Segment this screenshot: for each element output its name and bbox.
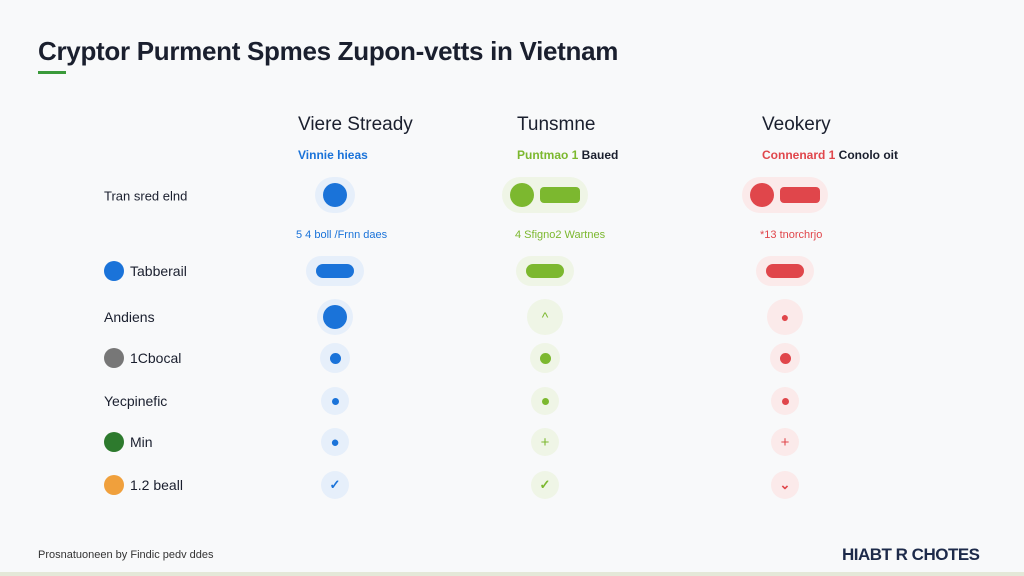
table-cell[interactable]	[770, 343, 800, 373]
user-icon	[323, 305, 347, 329]
feature-badge[interactable]	[502, 177, 588, 213]
chevron-icon: ^	[541, 309, 549, 325]
table-cell[interactable]	[516, 256, 574, 286]
leaf-icon	[104, 432, 124, 452]
column-header: Tunsmne	[517, 114, 596, 135]
dot-icon	[329, 352, 341, 364]
feature-badge[interactable]	[315, 177, 355, 213]
plus-icon: +	[780, 433, 790, 451]
badge-tag	[540, 187, 580, 203]
table-cell[interactable]: ^	[527, 299, 563, 335]
plus-icon: +	[540, 433, 550, 451]
bottom-bar	[0, 572, 1024, 576]
column-header: Viere Stready	[298, 114, 413, 135]
page-title: Cryptor Purment Spmes Zupon-vetts in Vie…	[38, 36, 619, 66]
shield-icon	[541, 397, 549, 405]
table-cell[interactable]	[321, 387, 349, 415]
row-label-text: Tabberail	[130, 263, 187, 279]
table-cell[interactable]	[320, 343, 350, 373]
check-icon: ✓	[329, 477, 341, 492]
column-stat: 4 Sfigno2 Wartnes	[515, 229, 606, 241]
row-label-text: Andiens	[104, 309, 155, 325]
plus-icon: ●	[330, 433, 340, 451]
chevron-down-icon: ⌄	[779, 477, 791, 492]
row-label: Tabberail	[104, 261, 187, 281]
brand-logo: HIABT R CHOTES	[842, 545, 980, 564]
row-label: Min	[104, 432, 153, 452]
table-cell[interactable]	[306, 256, 364, 286]
table-cell[interactable]: ⌄	[771, 471, 799, 499]
row-label: Yecpinefic	[104, 393, 167, 409]
column-stat: 5 4 boll /Frnn daes	[296, 229, 388, 241]
column-stat: *13 tnorchrjo	[760, 229, 823, 241]
footer-credit: Prosnatuoneen by Findic pedv ddes	[38, 549, 214, 561]
column-subtitle: Vinnie hieas	[298, 148, 368, 162]
shield-icon	[781, 397, 789, 405]
table-cell[interactable]	[531, 387, 559, 415]
table-cell[interactable]	[771, 387, 799, 415]
title-underline	[38, 71, 66, 74]
qr-code-icon	[104, 348, 124, 368]
subtitle-main: Vinnie hieas	[298, 148, 368, 162]
row-label: 1Cbocal	[104, 348, 181, 368]
refresh-icon	[104, 261, 124, 281]
table-cell[interactable]: ✓	[321, 471, 349, 499]
badge-icon	[510, 183, 534, 207]
row-label-text: Yecpinefic	[104, 393, 168, 409]
dot-icon	[779, 352, 791, 364]
row-label: 1.2 beall	[104, 475, 183, 495]
subtitle-main: Puntmao 1	[517, 148, 579, 162]
badge-tag	[780, 187, 820, 203]
table-cell[interactable]	[530, 343, 560, 373]
column-subtitle: Connenard 1 Conolo oit	[762, 148, 898, 162]
subtitle-main: Connenard 1	[762, 148, 836, 162]
badge-icon	[750, 183, 774, 207]
dot-icon	[539, 352, 551, 364]
column-header: Veokery	[762, 114, 831, 135]
table-cell[interactable]	[756, 256, 814, 286]
pill-icon	[316, 264, 354, 278]
check-icon: ✓	[539, 477, 551, 492]
row-label-text: 1.2 beall	[130, 477, 183, 493]
row-label-text: 1Cbocal	[130, 350, 182, 366]
table-cell[interactable]: +	[531, 428, 559, 456]
table-cell[interactable]: +	[771, 428, 799, 456]
chevron-icon: ●	[780, 309, 790, 325]
row-label-text: Min	[130, 434, 153, 450]
row-label: Andiens	[104, 309, 155, 325]
badge-icon	[323, 183, 347, 207]
column-subtitle: Puntmao 1 Baued	[517, 148, 618, 162]
coin-icon	[104, 475, 124, 495]
shield-icon	[331, 397, 339, 405]
subtitle-rest: Conolo oit	[835, 148, 898, 162]
table-cell[interactable]	[317, 299, 353, 335]
table-cell[interactable]: ●	[321, 428, 349, 456]
table-cell[interactable]: ●	[767, 299, 803, 335]
table-cell[interactable]: ✓	[531, 471, 559, 499]
pill-icon	[526, 264, 564, 278]
row-label-header: Tran sred elnd	[104, 188, 188, 204]
subtitle-rest: Baued	[578, 148, 619, 162]
feature-badge[interactable]	[742, 177, 828, 213]
pill-icon	[766, 264, 804, 278]
